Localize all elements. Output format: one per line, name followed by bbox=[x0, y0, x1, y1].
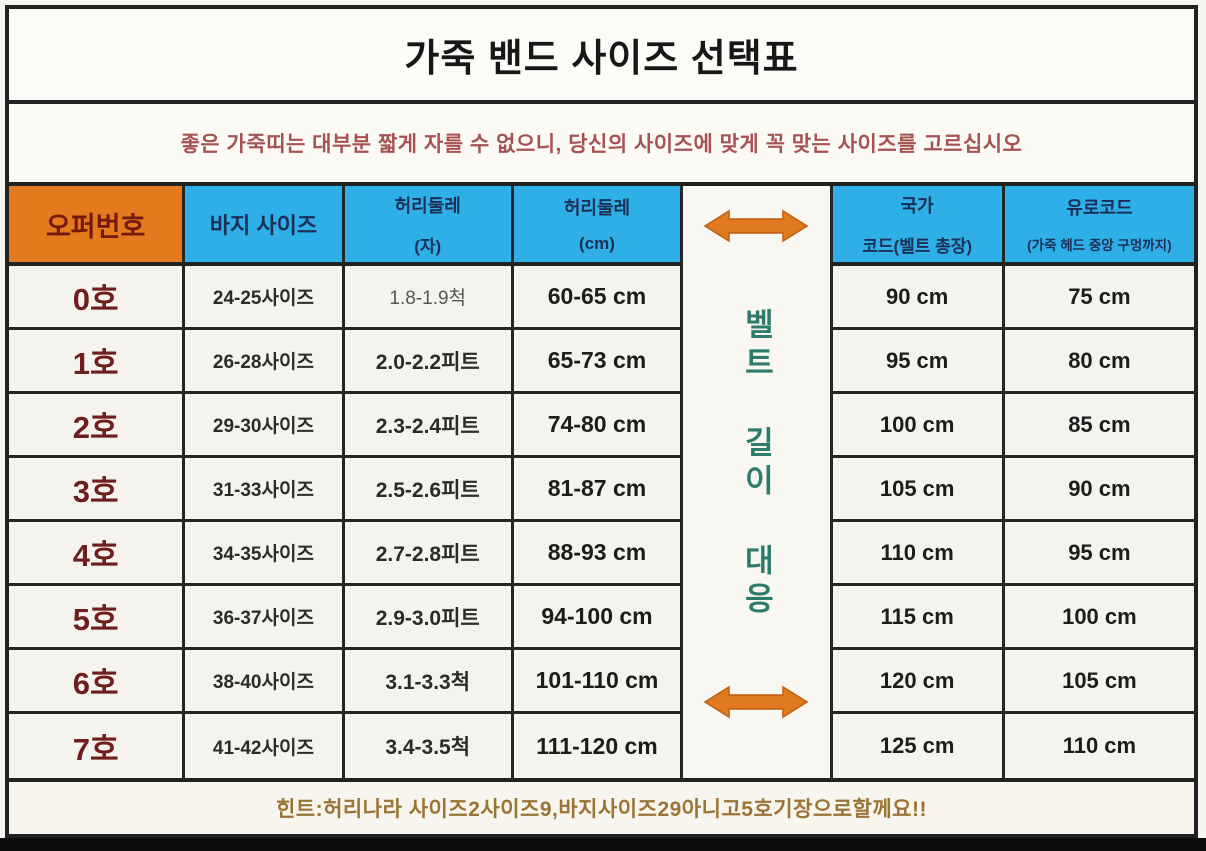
cell-pants-row-3: 31-33사이즈 bbox=[185, 458, 345, 522]
cell-euro-row-4: 95 cm bbox=[1004, 522, 1194, 586]
cell-ja-row-4: 2.7-2.8피트 bbox=[344, 522, 514, 586]
cell-pants-row-4: 34-35사이즈 bbox=[185, 522, 345, 586]
cell-national-row-2: 100 cm bbox=[832, 394, 1005, 458]
cell-cm-row-1: 65-73 cm bbox=[513, 330, 684, 394]
cell-national-row-4: 110 cm bbox=[832, 522, 1005, 586]
title-section: 가죽 밴드 사이즈 선택표 bbox=[9, 9, 1194, 104]
subtitle-section: 좋은 가죽띠는 대부분 짧게 자를 수 없으니, 당신의 사이즈에 맞게 꼭 맞… bbox=[9, 104, 1194, 186]
footer-section: 힌트:허리나라 사이즈2사이즈9,바지사이즈29아니고5호기장으로할께요!! bbox=[9, 778, 1194, 834]
cell-euro-row-2: 85 cm bbox=[1004, 394, 1194, 458]
header-national-code: 국가 코드(벨트 총장) bbox=[832, 186, 1005, 266]
size-chart-panel: 가죽 밴드 사이즈 선택표 좋은 가죽띠는 대부분 짧게 자를 수 없으니, 당… bbox=[5, 5, 1198, 838]
header-euro-code: 유로코드 (가죽 헤드 중앙 구멍까지) bbox=[1004, 186, 1194, 266]
cell-cm-row-5: 94-100 cm bbox=[513, 586, 684, 650]
cell-pants-row-7: 41-42사이즈 bbox=[185, 714, 345, 778]
header-waist-ja: 허리둘레 (자) bbox=[344, 186, 514, 266]
cell-cm-row-2: 74-80 cm bbox=[513, 394, 684, 458]
cell-cm-row-6: 101-110 cm bbox=[513, 650, 684, 714]
cell-national-row-6: 120 cm bbox=[832, 650, 1005, 714]
cell-pants-row-2: 29-30사이즈 bbox=[185, 394, 345, 458]
cell-euro-row-0: 75 cm bbox=[1004, 266, 1194, 330]
cell-pants-row-0: 24-25사이즈 bbox=[185, 266, 345, 330]
header-national-code-line2: 코드(벨트 총장) bbox=[862, 236, 973, 256]
header-waist-cm-line1: 허리둘레 bbox=[563, 198, 631, 218]
belt-length-column: 벨트 길이 대응 bbox=[683, 186, 833, 778]
header-pants-size-label: 바지 사이즈 bbox=[209, 213, 318, 238]
cell-ja-row-7: 3.4-3.5척 bbox=[345, 714, 514, 778]
cell-ja-row-2: 2.3-2.4피트 bbox=[344, 394, 514, 458]
cell-ja-row-5: 2.9-3.0피트 bbox=[344, 586, 514, 650]
cell-ja-row-3: 2.5-2.6피트 bbox=[344, 458, 514, 522]
double-arrow-icon bbox=[704, 685, 809, 719]
cell-no-row-2: 2호 bbox=[9, 394, 186, 458]
cell-cm-row-0: 60-65 cm bbox=[513, 266, 684, 330]
bottom-black-bar bbox=[0, 838, 1206, 851]
header-euro-code-line1: 유로코드 bbox=[1066, 198, 1133, 218]
page-title: 가죽 밴드 사이즈 선택표 bbox=[404, 38, 799, 80]
cell-pants-row-6: 38-40사이즈 bbox=[185, 650, 345, 714]
header-waist-cm: 허리둘레 (cm) bbox=[513, 186, 684, 266]
double-arrow-icon bbox=[704, 209, 809, 243]
cell-national-row-3: 105 cm bbox=[832, 458, 1005, 522]
cell-euro-row-7: 110 cm bbox=[1062, 733, 1137, 758]
cell-national-row-7: 125 cm bbox=[833, 714, 1005, 778]
cell-pants-row-5: 36-37사이즈 bbox=[185, 586, 345, 650]
belt-length-label-part: 벨트 bbox=[738, 308, 774, 384]
cell-euro-row-3: 90 cm bbox=[1004, 458, 1194, 522]
subtitle-warning-text: 좋은 가죽띠는 대부분 짧게 자를 수 없으니, 당신의 사이즈에 맞게 꼭 맞… bbox=[180, 133, 1023, 156]
cell-cm-row-4: 88-93 cm bbox=[513, 522, 684, 586]
header-national-code-line1: 국가 bbox=[900, 195, 934, 216]
cell-ja-row-1: 2.0-2.2피트 bbox=[344, 330, 514, 394]
header-waist-ja-line2: (자) bbox=[414, 236, 442, 256]
cell-no-row-0: 0호 bbox=[9, 266, 186, 330]
cell-national-row-5: 115 cm bbox=[832, 586, 1005, 650]
cell-national-row-1: 95 cm bbox=[832, 330, 1005, 394]
cell-no-row-4: 4호 bbox=[9, 522, 186, 586]
belt-length-label: 벨트 길이 대응 bbox=[734, 308, 779, 620]
cell-ja-row-6: 3.1-3.3척 bbox=[344, 650, 514, 714]
header-pants-size: 바지 사이즈 bbox=[185, 186, 345, 266]
cell-euro-row-6: 105 cm bbox=[1004, 650, 1194, 714]
cell-no-row-1: 1호 bbox=[9, 330, 186, 394]
header-waist-cm-line2: (cm) bbox=[579, 234, 615, 253]
header-waist-ja-line1: 허리둘레 bbox=[394, 195, 461, 216]
cell-euro-row-1: 80 cm bbox=[1004, 330, 1194, 394]
footer-hint-text: 힌트:허리나라 사이즈2사이즈9,바지사이즈29아니고5호기장으로할께요!! bbox=[275, 798, 927, 821]
cell-national-row-0: 90 cm bbox=[832, 266, 1005, 330]
cell-no-row-5: 5호 bbox=[9, 586, 186, 650]
cell-no-row-6: 6호 bbox=[9, 650, 186, 714]
header-euro-code-line2: (가죽 헤드 중앙 구멍까지) bbox=[1027, 238, 1172, 253]
cell-ja-row-0: 1.8-1.9척 bbox=[344, 266, 514, 330]
cell-no-row-3: 3호 bbox=[9, 458, 186, 522]
header-order-number: 오퍼번호 bbox=[9, 186, 186, 266]
belt-length-label-part: 대응 bbox=[738, 544, 774, 620]
size-table: 벨트 길이 대응 오퍼번호 바지 사이즈 허리둘레 (자) 허리둘레 (cm) … bbox=[9, 186, 1194, 778]
cell-cm-row-7: 111-120 cm bbox=[514, 714, 684, 778]
cell-no-row-7: 7호 bbox=[9, 714, 186, 778]
belt-length-label-part: 길이 bbox=[738, 426, 774, 502]
cell-euro-row-5: 100 cm bbox=[1004, 586, 1194, 650]
cell-pants-row-1: 26-28사이즈 bbox=[185, 330, 345, 394]
cell-cm-row-3: 81-87 cm bbox=[513, 458, 684, 522]
